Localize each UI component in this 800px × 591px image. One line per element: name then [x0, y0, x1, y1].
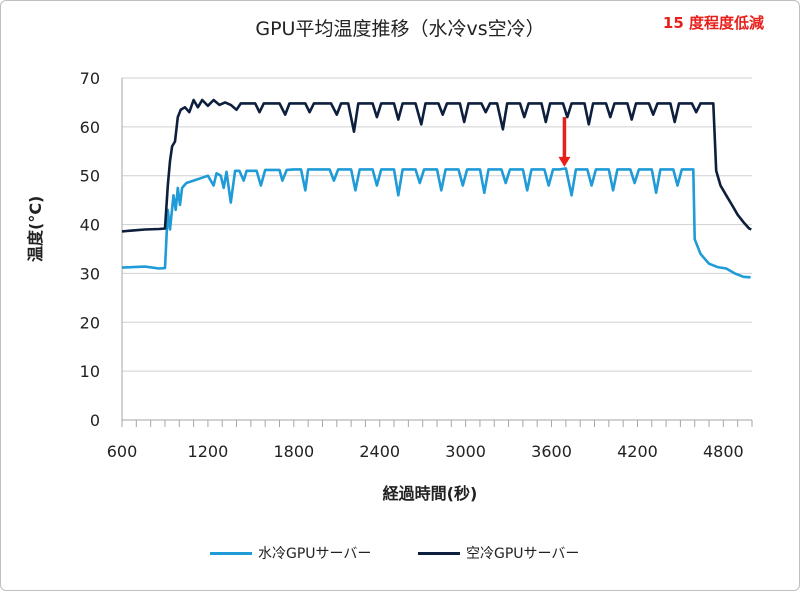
legend-label-air: 空冷GPUサーバー — [466, 546, 580, 562]
chart-title: GPU平均温度推移（水冷vs空冷） — [255, 18, 545, 40]
x-tick-label-2: 1800 — [273, 442, 314, 461]
y-tick-label-4: 40 — [80, 216, 100, 235]
y-axis-label: 温度(°C) — [26, 195, 45, 262]
y-tick-label-2: 20 — [80, 313, 100, 332]
series-line-0 — [121, 167, 751, 279]
annotation-text: 15 度程度低減 — [662, 14, 764, 32]
y-tick-label-7: 70 — [80, 69, 100, 88]
legend-item-air: 空冷GPUサーバー — [418, 543, 579, 563]
legend-item-water: 水冷GPUサーバー — [210, 543, 371, 563]
series-line-1 — [121, 98, 752, 233]
difference-arrow-head — [558, 156, 571, 167]
legend: 水冷GPUサーバー 空冷GPUサーバー — [0, 543, 800, 567]
y-tick-label-0: 0 — [90, 411, 100, 430]
y-tick-label-5: 50 — [80, 167, 100, 186]
y-tick-label-1: 10 — [80, 362, 100, 381]
x-tick-label-0: 600 — [107, 442, 138, 461]
legend-swatch-air — [418, 551, 460, 555]
legend-label-water: 水冷GPUサーバー — [258, 546, 372, 562]
x-tick-label-3: 2400 — [359, 442, 400, 461]
x-axis-label: 経過時間(秒) — [382, 484, 478, 503]
x-tick-label-5: 3600 — [531, 442, 572, 461]
x-tick-label-1: 1200 — [188, 442, 229, 461]
x-tick-label-7: 4800 — [703, 442, 744, 461]
legend-swatch-water — [210, 551, 252, 555]
x-tick-label-4: 3000 — [445, 442, 486, 461]
x-tick-label-6: 4200 — [617, 442, 658, 461]
y-tick-label-3: 30 — [80, 264, 100, 283]
y-tick-label-6: 60 — [80, 118, 100, 137]
